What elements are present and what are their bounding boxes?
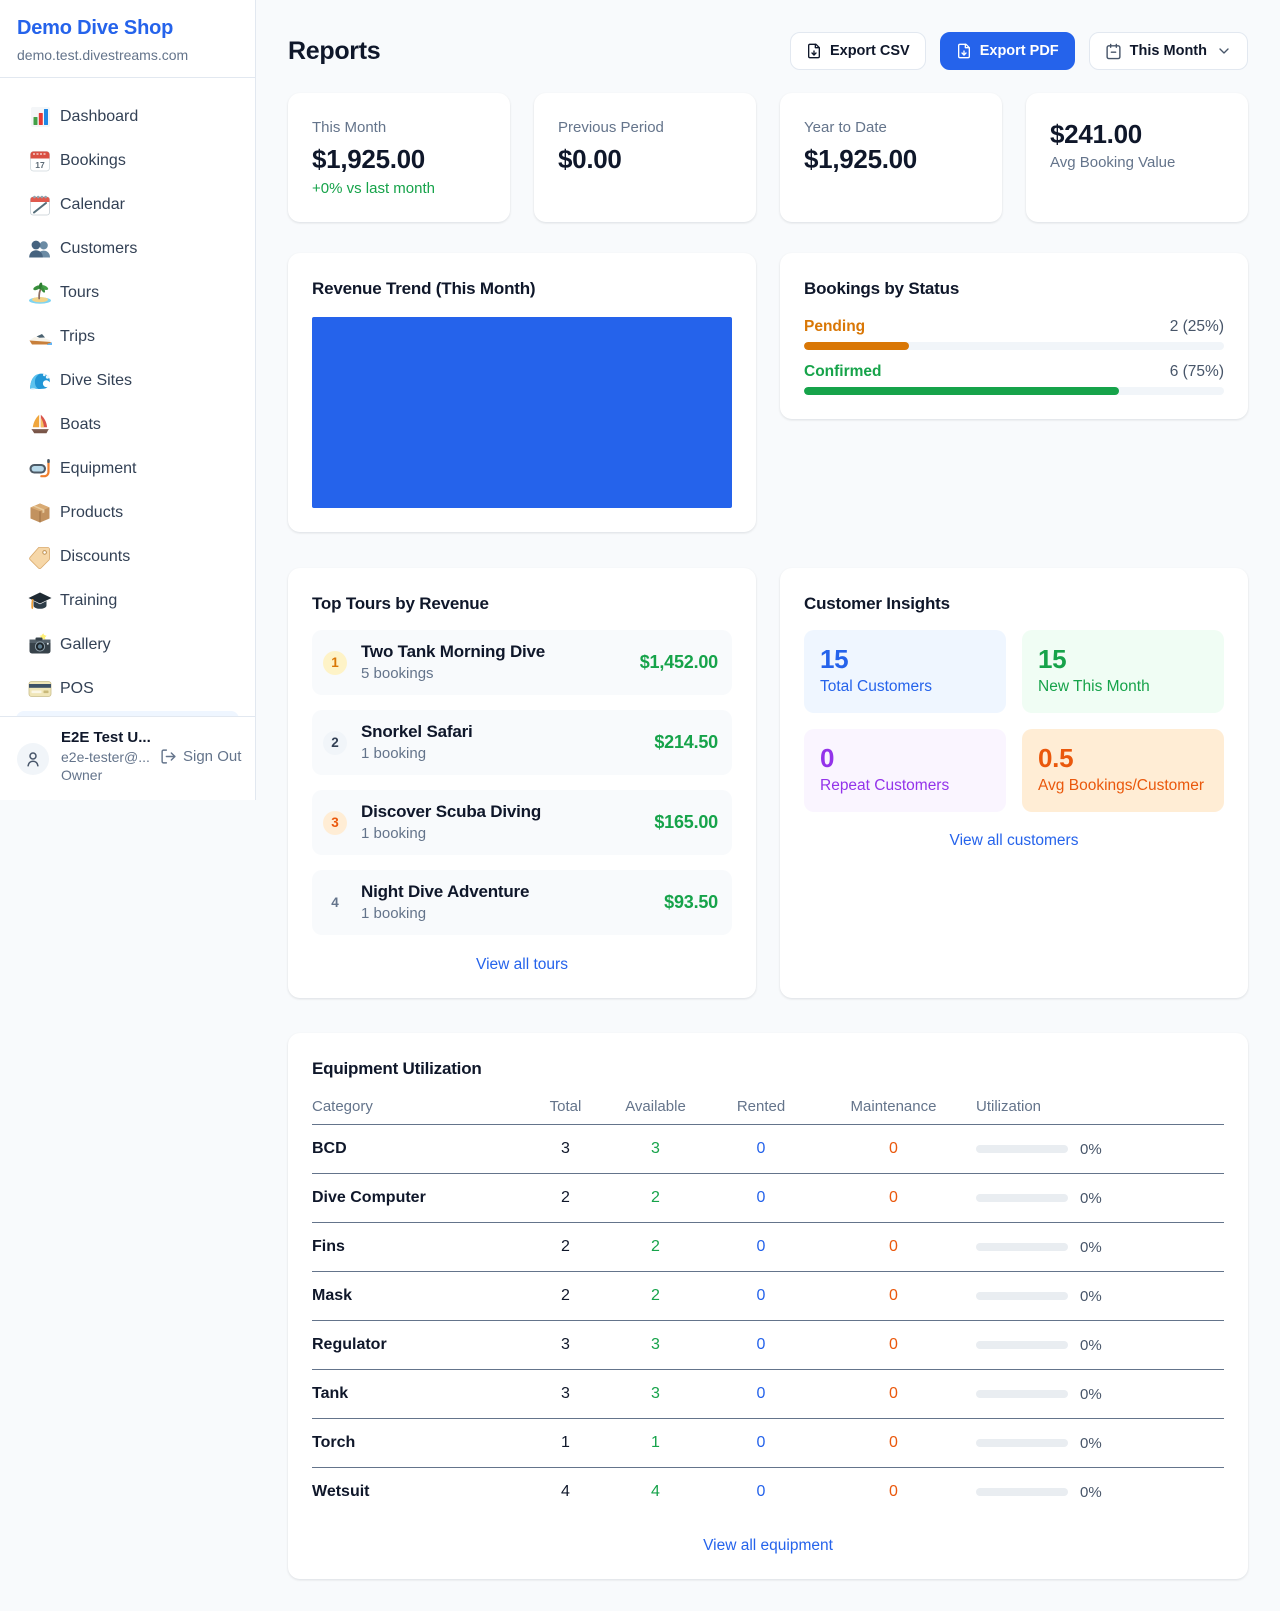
svg-text:17: 17 bbox=[35, 160, 45, 170]
